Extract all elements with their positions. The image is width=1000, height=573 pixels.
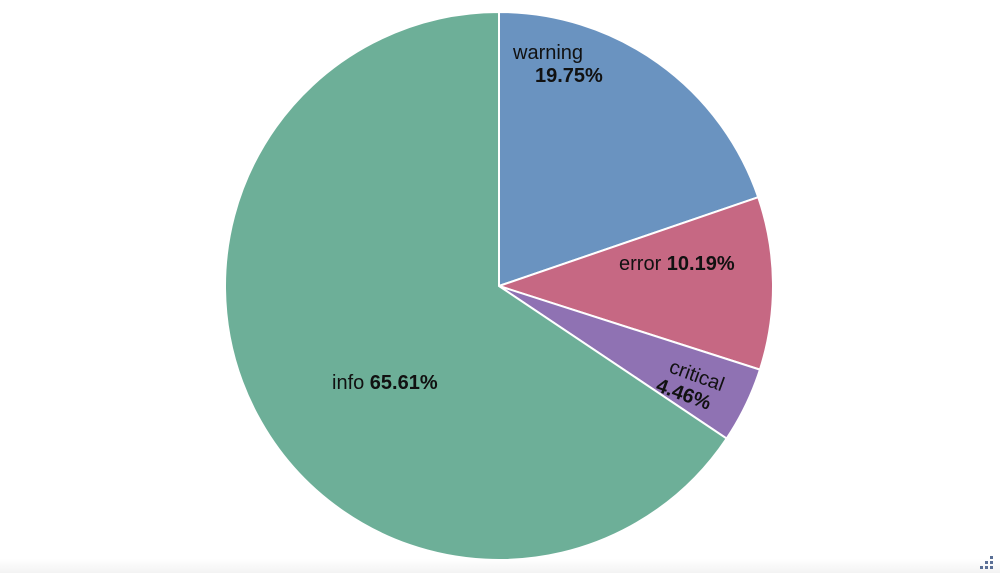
slice-label-error: error 10.19% [619,253,735,275]
slice-label-name: error 10.19% [619,253,735,275]
slice-percent: 10.19% [661,253,735,275]
panel-footer [0,559,1000,573]
slice-label-info: info 65.61% [332,372,438,394]
slice-label-name: info 65.61% [332,372,438,394]
pie-slice-warning[interactable] [498,10,760,288]
slice-label-name: warning 19.75% [512,42,603,87]
pie-slice-error[interactable] [495,195,774,371]
slice-label-warning: warning 19.75% [512,42,603,87]
slice-percent: 65.61% [364,372,438,394]
slice-name: info [332,372,364,394]
slice-percent: 19.75% [535,65,603,87]
slice-name: warning [512,42,583,64]
pie-slice-info[interactable] [224,10,729,561]
resize-grip-icon[interactable] [980,555,994,569]
slice-name: error [619,253,662,275]
